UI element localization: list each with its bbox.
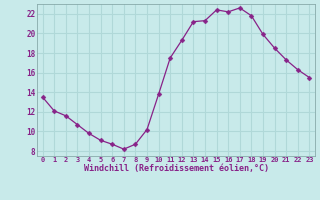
X-axis label: Windchill (Refroidissement éolien,°C): Windchill (Refroidissement éolien,°C) xyxy=(84,164,268,173)
